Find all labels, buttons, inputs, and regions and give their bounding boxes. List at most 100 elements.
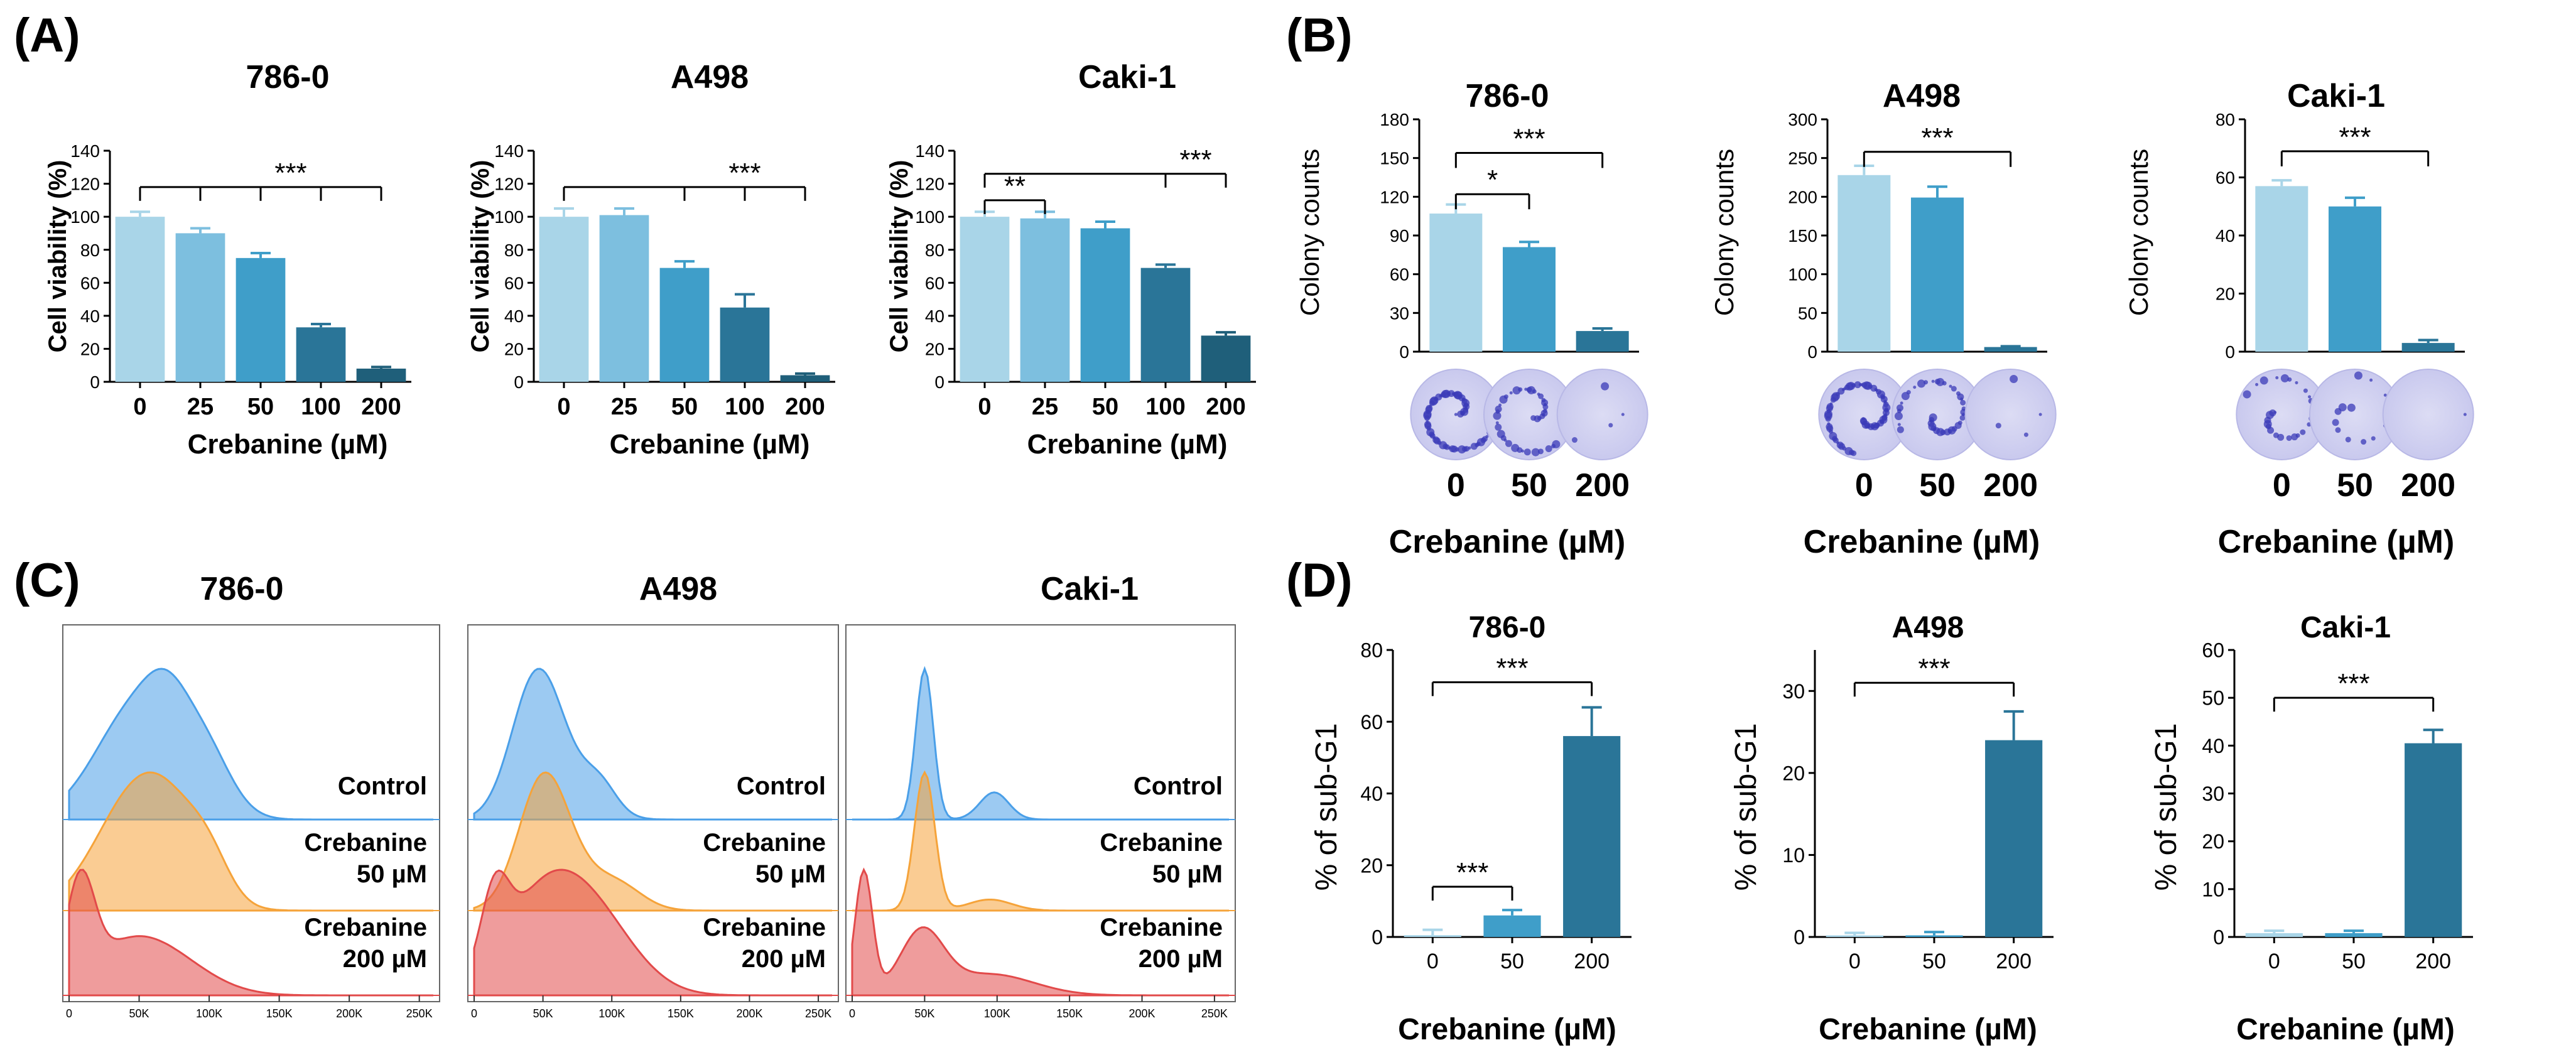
y-tick-label: 20 [2202,830,2224,853]
panel-a-chart-a498: A498 Cell viability (%) Crebanine (µM) 0… [467,59,835,460]
x-tick-label: 0 [1849,950,1861,973]
panel-label-a: (A) [14,9,80,62]
x-tick-label: 0 [471,1007,477,1020]
colony-speck [2291,433,2298,441]
colony-speck [1959,414,1966,421]
x-tick-label: 0 [1427,950,1439,973]
y-tick-label: 300 [1788,110,1817,129]
track-label: 50 µM [755,860,826,888]
y-tick-label: 40 [2202,735,2224,757]
y-tick-label: 60 [2202,639,2224,662]
track-label: 50 µM [1152,860,1223,888]
track-label: Control [1134,772,1223,800]
colony-speck [1842,446,1847,451]
colony-speck [1864,381,1873,390]
bar [1201,335,1251,382]
y-tick-label: 0 [1399,342,1409,362]
colony-speck [1460,411,1465,416]
colony-speck [1518,387,1523,392]
x-tick-label: 50 [1511,467,1547,504]
colony-speck [1571,437,1578,443]
x-tick-label: 0 [1855,467,1873,504]
x-tick-label: 100 [1145,394,1185,420]
x-tick-label: 0 [2273,467,2291,504]
significance-label: *** [2339,122,2371,153]
colony-speck [1480,437,1486,443]
track-label: Control [338,772,427,800]
bar [1429,214,1483,352]
significance-label: *** [1513,123,1545,154]
y-tick-label: 50 [1798,303,1817,323]
x-tick-label: 200 [2415,950,2451,973]
colony-speck [1826,423,1833,431]
colony-speck [1929,419,1933,423]
colony-speck [1875,389,1879,392]
y-tick-label: 120 [1380,187,1409,207]
colony-speck [1924,380,1929,385]
bar [599,215,649,382]
x-tick-label: 100K [598,1007,625,1020]
y-axis-label: % of sub-G1 [1310,723,1343,891]
colony-speck [2267,426,2275,434]
colony-speck [2295,381,2298,384]
colony-speck [1831,392,1840,401]
track-label: Crebanine [304,914,427,941]
panel-a-chart-caki-1: Caki-1 Cell viability (%) Crebanine (µM)… [885,59,1256,460]
track-label: 200 µM [742,945,826,973]
colony-speck [2275,376,2279,379]
significance-label: *** [1921,122,1953,153]
colony-speck [1545,445,1552,452]
colony-speck [1496,430,1505,438]
colony-speck [1442,389,1451,398]
track-label: 200 µM [343,945,427,973]
x-tick-label: 250K [406,1007,433,1020]
panel-c-histogram-caki-1: Caki-1 Control Crebanine 50 µM Crebanine 200… [845,571,1236,1020]
x-tick-label: 50 [1919,467,1956,504]
x-tick-label: 100 [725,394,764,420]
y-tick-label: 60 [925,273,944,293]
y-tick-label: 0 [514,372,524,392]
colony-speck [2300,429,2306,435]
colony-speck [2354,371,2362,380]
colony-speck [1934,379,1940,385]
y-tick-label: 20 [80,340,100,359]
colony-speck [1429,431,1435,438]
colony-speck [1511,443,1520,452]
x-axis-label: Crebanine (µM) [1398,1013,1616,1046]
bar [2329,206,2381,352]
colony-speck [1493,411,1502,420]
colony-speck [2287,377,2292,382]
panel-b-chart-786-0: 786-0 Colony counts Crebanine (µM) 0 30 60… [1295,78,1648,560]
x-tick-label: 50 [2342,950,2366,973]
colony-speck [1881,395,1886,400]
bar [1483,915,1541,937]
colony-speck [2243,390,2251,399]
y-axis-label: Colony counts [1295,149,1324,316]
colony-speck [2266,411,2275,419]
x-tick-label: 200 [1996,950,2032,973]
y-axis-label: Cell viability (%) [467,160,494,353]
colony-speck [1882,403,1891,412]
y-tick-label: 0 [2225,342,2235,362]
panel-b-chart-caki-1: Caki-1 Colony counts Crebanine (µM) 0 20 4… [2124,78,2474,560]
colony-speck [1540,409,1548,417]
y-tick-label: 140 [915,141,944,161]
bar [1140,268,1191,382]
bar [720,307,770,382]
significance-label: * [1487,165,1498,195]
colony-speck [1538,393,1544,399]
colony-speck [1454,447,1459,452]
panel-c-histogram-786-0: 786-0 Control Crebanine 50 µM Crebanine 200 … [62,571,440,1020]
track-label: Control [737,772,826,800]
track-label: 200 µM [1139,945,1223,973]
x-axis-label: Crebanine (µM) [2236,1013,2455,1046]
chart-title: Caki-1 [2300,611,2391,644]
colony-speck [1917,379,1926,388]
panel-label-c: (C) [14,554,80,607]
y-tick-label: 60 [2216,168,2235,188]
colony-speck [2273,411,2277,414]
colony-speck [1873,423,1880,429]
y-tick-label: 60 [1390,265,1409,284]
x-axis-label: Crebanine (µM) [1027,429,1228,460]
